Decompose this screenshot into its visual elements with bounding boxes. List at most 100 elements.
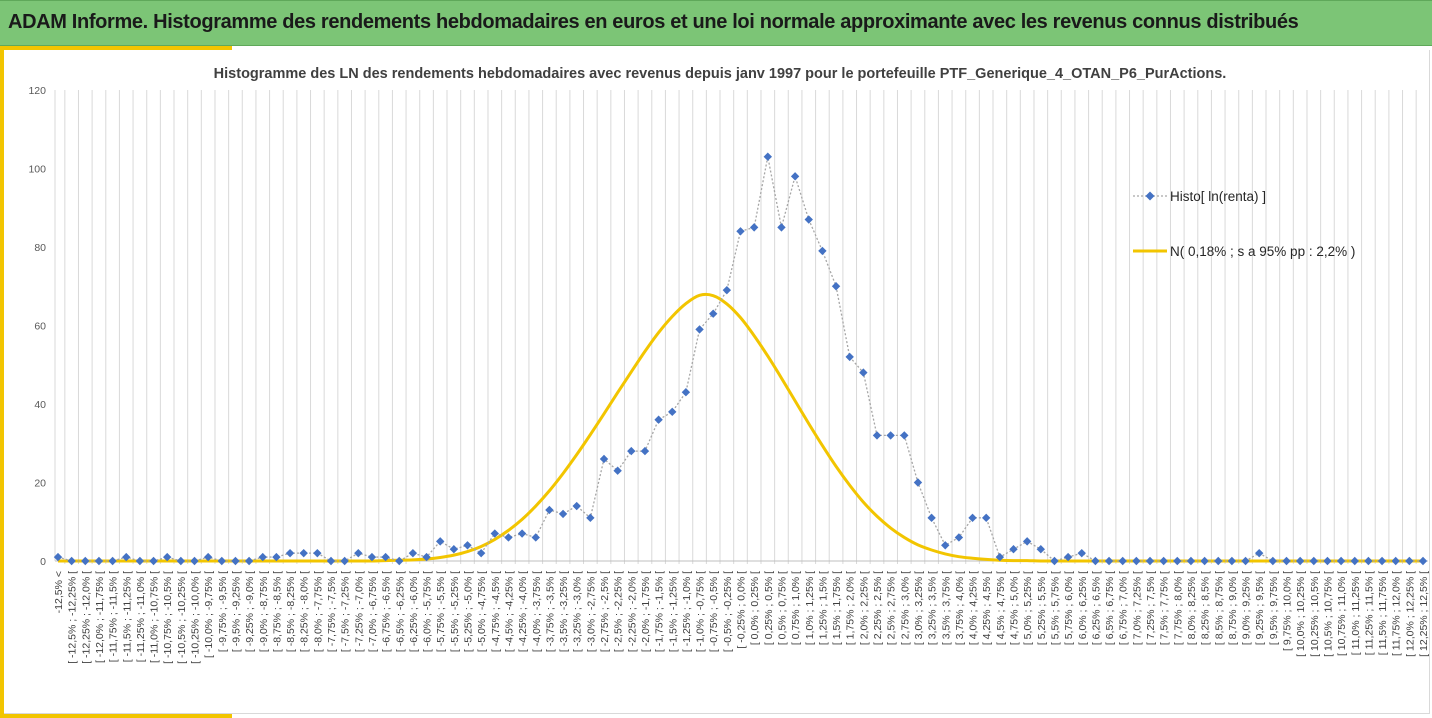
accent-bar-top bbox=[0, 46, 232, 50]
x-tick-label: [ -5,75% ; -5,5% [ bbox=[435, 571, 447, 652]
histogram-point bbox=[599, 454, 609, 464]
legend-histogram-marker bbox=[1145, 191, 1155, 201]
x-tick-label: [ -11,75% ; -11,5% [ bbox=[108, 571, 120, 662]
histogram-point bbox=[1227, 556, 1237, 566]
histogram-point bbox=[709, 309, 718, 318]
x-tick-label: [ 6,25% ; 6,5% [ bbox=[1090, 571, 1102, 645]
histogram-point bbox=[627, 446, 636, 456]
histogram-point bbox=[722, 285, 732, 295]
x-tick-label: [ -3,0% ; -2,75% [ bbox=[585, 571, 597, 652]
histogram-point bbox=[1377, 556, 1387, 566]
histogram-point bbox=[1200, 556, 1209, 566]
x-tick-label: [ 11,5% ; 11,75% [ bbox=[1377, 571, 1389, 655]
histogram-point bbox=[1282, 556, 1291, 566]
x-tick-label: [ 3,75% ; 4,0% [ bbox=[954, 571, 966, 645]
y-tick-label: 60 bbox=[34, 321, 46, 333]
x-tick-label: [ -11,25% ; -11,0% [ bbox=[135, 571, 147, 662]
histogram-point bbox=[872, 431, 882, 440]
histogram-point bbox=[354, 548, 363, 558]
histogram-point bbox=[1104, 556, 1114, 566]
histogram-point bbox=[244, 556, 254, 566]
histogram-point bbox=[900, 431, 909, 440]
x-tick-label: [ 1,25% ; 1,5% [ bbox=[817, 571, 829, 645]
histogram-point bbox=[203, 552, 213, 562]
histogram-point bbox=[285, 548, 295, 558]
histogram-point bbox=[1255, 548, 1264, 558]
x-tick-label: [ 8,25% ; 8,5% [ bbox=[1200, 571, 1212, 645]
x-tick-label: [ 10,0% ; 10,25% [ bbox=[1295, 571, 1307, 657]
x-tick-label: [ -5,5% ; -5,25% [ bbox=[449, 571, 461, 652]
histogram-point bbox=[845, 352, 854, 362]
histogram-point bbox=[1159, 556, 1168, 566]
chart-title: Histogramme des LN des rendements hebdom… bbox=[214, 66, 1227, 82]
x-tick-label: [ -5,25% ; -5,0% [ bbox=[463, 571, 475, 652]
x-tick-label: [ 12,25% ; 12,5% [ bbox=[1418, 571, 1430, 657]
accent-bar-bottom bbox=[0, 714, 232, 718]
accent-bar-left bbox=[0, 46, 4, 718]
x-tick-label: [ 4,0% ; 4,25% [ bbox=[968, 571, 980, 645]
histogram-point bbox=[804, 215, 813, 224]
histogram-point bbox=[176, 556, 186, 566]
x-tick-label: [ 2,25% ; 2,5% [ bbox=[872, 571, 884, 645]
x-tick-label: [ 10,25% ; 10,5% [ bbox=[1309, 571, 1321, 657]
x-tick-label: [ -10,5% ; -10,25% [ bbox=[176, 571, 188, 664]
x-tick-label: [ 6,5% ; 6,75% [ bbox=[1104, 571, 1116, 645]
histogram-point bbox=[408, 548, 418, 558]
report-header: ADAM Informe. Histogramme des rendements… bbox=[0, 0, 1432, 46]
x-tick-label: [ 4,25% ; 4,5% [ bbox=[981, 571, 993, 645]
histogram-point bbox=[1022, 537, 1032, 546]
x-tick-label: [ 11,0% ; 11,25% [ bbox=[1350, 571, 1362, 655]
histogram-line bbox=[57, 156, 1423, 562]
histogram-point bbox=[586, 513, 595, 523]
x-tick-label: [ 10,5% ; 10,75% [ bbox=[1322, 571, 1334, 657]
histogram-point bbox=[1009, 545, 1018, 554]
x-tick-label: [ -7,75% ; -7,5% [ bbox=[326, 571, 338, 652]
histogram-point bbox=[231, 556, 240, 566]
x-tick-label: [ 0,25% ; 0,5% [ bbox=[763, 571, 775, 645]
x-tick-label: [ -3,75% ; -3,5% [ bbox=[544, 571, 556, 652]
x-tick-label: [ 6,75% ; 7,0% [ bbox=[1118, 571, 1130, 645]
x-tick-label: [ -9,25% ; -9,0% [ bbox=[244, 571, 256, 652]
x-tick-label: [ 1,5% ; 1,75% [ bbox=[831, 571, 843, 645]
histogram-point bbox=[299, 548, 308, 558]
x-tick-label: [ 0,0% ; 0,25% [ bbox=[749, 571, 761, 645]
x-tick-label: [ -12,25% ; -12,0% [ bbox=[80, 571, 92, 664]
chart-frame bbox=[4, 50, 1430, 714]
x-tick-label: [ -2,25% ; -2,0% [ bbox=[626, 571, 638, 652]
histogram-point bbox=[558, 509, 568, 519]
legend-histogram-label: Histo[ ln(renta) ] bbox=[1170, 189, 1266, 204]
histogram-point bbox=[886, 431, 895, 440]
x-tick-label: [ -7,0% ; -6,75% [ bbox=[367, 571, 379, 652]
x-tick-label: [ -4,25% ; -4,0% [ bbox=[517, 571, 529, 652]
x-tick-label: [ -6,5% ; -6,25% [ bbox=[394, 571, 406, 652]
x-tick-label: [ 1,0% ; 1,25% [ bbox=[804, 571, 816, 645]
x-tick-label: [ 8,75% ; 9,0% [ bbox=[1227, 571, 1239, 645]
histogram-point bbox=[1350, 556, 1359, 566]
x-tick-label: [ -2,0% ; -1,75% [ bbox=[640, 571, 652, 652]
x-tick-label: [ 1,75% ; 2,0% [ bbox=[845, 571, 857, 645]
histogram-point bbox=[217, 556, 226, 566]
x-tick-label: [ 3,5% ; 3,75% [ bbox=[940, 571, 952, 645]
x-tick-label: [ 7,5% ; 7,75% [ bbox=[1159, 571, 1171, 645]
x-tick-label: [ 11,75% ; 12,0% [ bbox=[1391, 571, 1403, 656]
histogram-point bbox=[968, 513, 977, 523]
x-tick-label: [ -11,0% ; -10,75% [ bbox=[149, 571, 161, 663]
histogram-point bbox=[517, 529, 527, 538]
histogram-point bbox=[572, 501, 581, 511]
x-tick-label: [ 2,5% ; 2,75% [ bbox=[886, 571, 898, 645]
histogram-point bbox=[53, 552, 63, 562]
y-tick-label: 100 bbox=[28, 164, 46, 176]
histogram-point bbox=[695, 325, 704, 334]
x-tick-label: [ -8,25% ; -8,0% [ bbox=[299, 571, 311, 652]
x-tick-label: [ -6,75% ; -6,5% [ bbox=[381, 571, 393, 652]
histogram-point bbox=[1091, 556, 1100, 566]
x-tick-label: [ 2,75% ; 3,0% [ bbox=[899, 571, 911, 645]
histogram-point bbox=[545, 505, 554, 515]
x-tick-label: [ 4,5% ; 4,75% [ bbox=[995, 571, 1007, 645]
x-tick-label: [ -3,25% ; -3,0% [ bbox=[572, 571, 584, 652]
histogram-point bbox=[122, 552, 131, 562]
histogram-point bbox=[763, 152, 772, 161]
legend-normal-label: N( 0,18% ; s a 95% pp : 2,2% ) bbox=[1170, 244, 1355, 259]
histogram-point bbox=[1145, 556, 1155, 566]
y-tick-label: 80 bbox=[34, 242, 46, 254]
